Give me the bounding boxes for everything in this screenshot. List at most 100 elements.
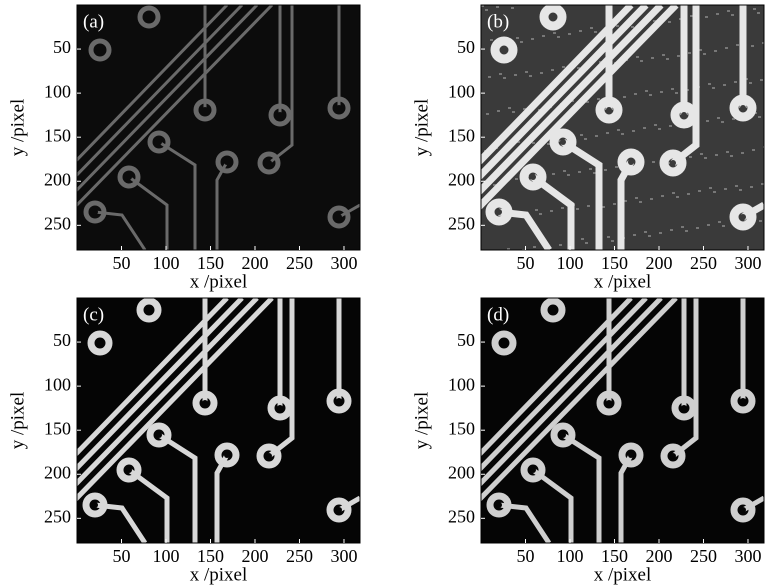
panel: 50 100 150 200 250 300 50 100 150 200 250 x /pixel y… [7, 297, 361, 585]
trace [127, 467, 170, 543]
noise [651, 57, 654, 59]
pad-hole [550, 307, 556, 313]
noise [645, 90, 648, 92]
pad-hole [496, 209, 502, 215]
noise [507, 248, 510, 250]
noise [532, 142, 535, 144]
noise [485, 9, 488, 11]
pad-hole [606, 107, 612, 113]
x-axis-label: x /pixel [190, 564, 248, 585]
pad [490, 36, 518, 64]
trace [77, 298, 244, 472]
image [77, 298, 360, 543]
pad-hole [560, 432, 566, 438]
y-tick-label: 250 [44, 213, 71, 233]
noise [540, 72, 543, 74]
pad-hole [224, 452, 230, 458]
pad [549, 128, 577, 156]
x-tick-label: 150 [601, 546, 628, 566]
noise [643, 127, 646, 129]
pad-hole [97, 340, 103, 346]
noise [760, 79, 763, 81]
noise [604, 169, 607, 171]
noise [717, 117, 720, 119]
noise [523, 108, 526, 110]
noise [602, 206, 605, 208]
noise [652, 161, 655, 163]
panel: 50 100 150 200 250 300 50 100 150 200 250 x /pixel y… [7, 4, 361, 292]
noise [511, 7, 514, 9]
noise [606, 132, 609, 134]
noise [731, 14, 734, 16]
x-tick-label: 100 [556, 253, 583, 273]
noise [617, 129, 620, 131]
noise [687, 193, 690, 195]
pad-hole [681, 112, 687, 118]
noise [644, 231, 647, 233]
noise [624, 200, 627, 202]
noise [648, 235, 651, 237]
trace [77, 298, 259, 487]
x-axis-label: x /pixel [594, 271, 652, 292]
pad [192, 390, 218, 416]
y-tick-label: 50 [457, 37, 475, 57]
pad-hole [670, 160, 676, 166]
y-tick-label: 200 [44, 462, 71, 482]
noise [623, 96, 626, 98]
noise [688, 52, 691, 54]
pad-hole [336, 507, 342, 513]
noise [696, 227, 699, 229]
noise [722, 225, 725, 227]
pad [595, 96, 623, 124]
noise [553, 32, 556, 34]
noise [563, 170, 566, 172]
axes-frame [480, 297, 765, 544]
noise [486, 113, 489, 115]
noise [677, 55, 680, 57]
noise [636, 56, 639, 58]
pad-hole [126, 467, 132, 473]
pad-hole [202, 107, 208, 113]
pad [730, 497, 756, 523]
pad-hole [740, 105, 746, 111]
pad [214, 442, 240, 468]
noise [734, 81, 737, 83]
pad [550, 422, 576, 448]
y-tick-label: 150 [44, 418, 71, 438]
trace [481, 5, 679, 210]
pad-hole [277, 405, 283, 411]
pad-hole [266, 160, 272, 166]
pad [596, 390, 622, 416]
x-tick-label: 50 [112, 546, 130, 566]
noise [589, 168, 592, 170]
noise [750, 186, 753, 188]
y-tick-label: 100 [448, 81, 475, 101]
noise [597, 98, 600, 100]
noise [490, 39, 493, 41]
x-tick-label: 300 [330, 546, 357, 566]
noise [599, 61, 602, 63]
noise [515, 178, 518, 180]
pad [116, 457, 142, 483]
trace [481, 5, 664, 195]
x-tick-label: 250 [286, 546, 313, 566]
noise [512, 111, 515, 113]
pad [137, 5, 161, 29]
pad-hole [336, 398, 342, 404]
noise [580, 134, 583, 136]
pad [327, 205, 351, 229]
noise [732, 118, 735, 120]
pad-hole [156, 139, 162, 145]
panel: 50 100 150 200 250 300 50 100 150 200 250 x /pixel y… [411, 4, 765, 292]
pad-hole [740, 398, 746, 404]
image [481, 298, 764, 543]
noise [724, 188, 727, 190]
noise [654, 124, 657, 126]
noise [552, 173, 555, 175]
x-tick-label: 200 [241, 253, 268, 273]
noise [726, 151, 729, 153]
noise [661, 195, 664, 197]
noise [529, 75, 532, 77]
noise [631, 26, 634, 28]
